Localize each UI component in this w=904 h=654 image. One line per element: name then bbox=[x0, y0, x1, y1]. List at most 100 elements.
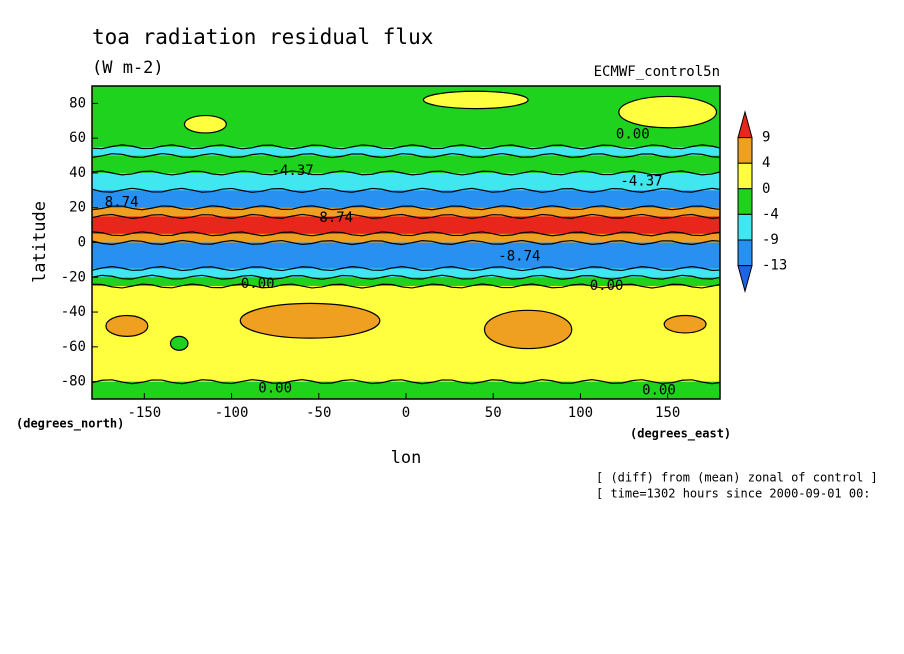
x-tick-label: 150 bbox=[655, 405, 680, 421]
x-tick-label: -50 bbox=[306, 405, 331, 421]
contour-band bbox=[92, 364, 720, 374]
contour-label: -8.74 bbox=[498, 248, 540, 264]
y-tick-label: 0 bbox=[78, 235, 86, 251]
contour-band bbox=[92, 346, 720, 357]
contour-line bbox=[92, 170, 720, 176]
footnote: [ time=1302 hours since 2000-09-01 00: bbox=[596, 487, 871, 501]
y-tick-label: -20 bbox=[61, 269, 86, 285]
colorbar-label: -13 bbox=[762, 258, 787, 274]
contour-band bbox=[92, 164, 720, 174]
chart-subtitle: (W m-2) bbox=[92, 58, 164, 78]
contour-patch bbox=[483, 309, 573, 350]
x-tick-label: 0 bbox=[402, 405, 410, 421]
contour-band bbox=[92, 329, 720, 339]
colorbar-swatch bbox=[737, 162, 753, 190]
colorbar-swatch bbox=[737, 137, 753, 164]
contour-band bbox=[92, 251, 720, 261]
contour-line bbox=[92, 274, 720, 280]
y-units: (degrees_north) bbox=[16, 417, 124, 432]
colorbar-label: 9 bbox=[762, 130, 770, 146]
contour-label: 0.00 bbox=[642, 382, 676, 398]
contour-band bbox=[92, 294, 720, 304]
x-tick-label: -100 bbox=[215, 405, 249, 421]
contour-line bbox=[92, 239, 720, 246]
contour-line bbox=[92, 205, 720, 211]
contour-band bbox=[92, 381, 720, 391]
contour-band bbox=[92, 181, 720, 191]
contour-band bbox=[92, 312, 720, 322]
contour-label: 0.00 bbox=[258, 381, 292, 397]
contour-line bbox=[92, 213, 720, 220]
contour-label: 0.00 bbox=[616, 127, 650, 143]
contour-line bbox=[92, 265, 720, 272]
contour-patch bbox=[105, 314, 149, 338]
contour-label: 8.74 bbox=[105, 195, 139, 211]
contour-band bbox=[92, 225, 720, 235]
x-axis-label: lon bbox=[391, 448, 422, 468]
contour-band bbox=[92, 155, 720, 165]
x-tick-label: 100 bbox=[568, 405, 593, 421]
contour-line bbox=[92, 152, 720, 159]
colorbar-swatch bbox=[737, 265, 753, 294]
y-axis-label: latitude bbox=[30, 201, 50, 283]
y-tick-label: -40 bbox=[61, 304, 86, 320]
contour-band bbox=[92, 190, 720, 200]
contour-band bbox=[92, 277, 720, 287]
colorbar-swatch bbox=[737, 239, 753, 267]
colorbar-swatch bbox=[737, 110, 753, 139]
contour-label: 8.74 bbox=[319, 210, 353, 226]
colorbar-label: 4 bbox=[762, 155, 770, 171]
contour-band bbox=[92, 320, 720, 330]
field: 0.00 -4.37 -4.37 8.74 8.74 -8.74 0.00 0.00 0.00 0… bbox=[92, 86, 720, 399]
contour-patch bbox=[169, 335, 189, 351]
colorbar-label: -9 bbox=[762, 232, 779, 248]
contour-band bbox=[92, 355, 720, 365]
contour-label: 0.00 bbox=[590, 278, 624, 294]
colorbar-swatch bbox=[737, 188, 753, 215]
contour-band bbox=[92, 303, 720, 313]
contour-band bbox=[92, 216, 720, 226]
contour-label: -4.37 bbox=[620, 174, 662, 190]
contour-patch bbox=[422, 90, 529, 110]
y-tick-label: -60 bbox=[61, 339, 86, 355]
contour-line bbox=[92, 187, 720, 193]
contour-band bbox=[92, 103, 720, 113]
y-tick-label: 40 bbox=[69, 165, 86, 181]
contour-line bbox=[92, 379, 720, 385]
x-tick-label: -150 bbox=[127, 405, 161, 421]
dataset-label: ECMWF_control5n bbox=[594, 64, 720, 80]
contour-band bbox=[92, 112, 720, 122]
contour-band bbox=[92, 285, 720, 296]
contour-band bbox=[92, 242, 720, 252]
contour-line bbox=[92, 283, 720, 289]
contour-band bbox=[92, 172, 720, 183]
footnote: [ (diff) from (mean) zonal of control ] bbox=[596, 471, 878, 485]
y-tick-label: 20 bbox=[69, 200, 86, 216]
y-tick-label: 80 bbox=[69, 95, 86, 111]
contour-patch bbox=[239, 302, 381, 339]
contour-line bbox=[92, 231, 720, 237]
contour-patch bbox=[618, 95, 718, 129]
contour-patch bbox=[663, 314, 707, 334]
contour-label: 0.00 bbox=[241, 276, 275, 292]
colorbar-label: 0 bbox=[762, 181, 770, 197]
chart-title: toa radiation residual flux bbox=[92, 25, 433, 49]
contour-band bbox=[92, 372, 720, 383]
contour-label: -4.37 bbox=[272, 163, 314, 179]
contour-band bbox=[92, 207, 720, 217]
y-tick-label: 60 bbox=[69, 130, 86, 146]
contour-band bbox=[92, 338, 720, 348]
contour-band bbox=[92, 259, 720, 270]
contour-band bbox=[92, 199, 720, 209]
contour-band bbox=[92, 120, 720, 130]
contour-line bbox=[92, 144, 720, 150]
colorbar-label: -4 bbox=[762, 206, 779, 222]
contour-patch bbox=[183, 114, 227, 134]
contour-band bbox=[92, 268, 720, 278]
contour-band bbox=[92, 138, 720, 148]
contour-band bbox=[92, 129, 720, 139]
x-units: (degrees_east) bbox=[630, 427, 731, 442]
x-tick-label: 50 bbox=[485, 405, 502, 421]
contour-band bbox=[92, 86, 720, 96]
